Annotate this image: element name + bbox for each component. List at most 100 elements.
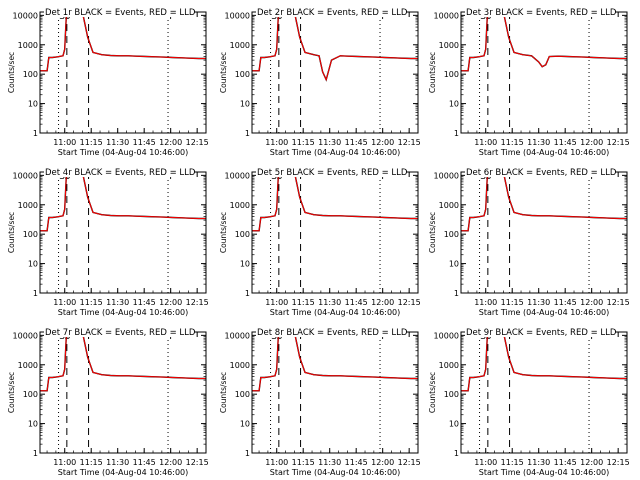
lld-series-line <box>252 171 418 232</box>
x-tick-label: 11:30 <box>318 458 341 467</box>
y-axis-label: Counts/sec <box>428 372 437 413</box>
chart-title: Det 4r BLACK = Events, RED = LLD <box>45 168 196 178</box>
x-tick-label: 12:15 <box>398 138 421 147</box>
x-tick-label: 12:15 <box>186 138 209 147</box>
x-axis-label: Start Time (04-Aug-04 10:46:00) <box>58 308 189 317</box>
y-tick-label: 1000 <box>230 201 250 210</box>
x-tick-label: 12:00 <box>580 138 603 147</box>
y-tick-label: 1 <box>33 289 38 298</box>
x-tick-label: 11:15 <box>501 458 524 467</box>
y-tick-label: 10 <box>449 100 459 109</box>
y-tick-label: 10 <box>240 260 250 269</box>
x-axis-label: Start Time (04-Aug-04 10:46:00) <box>270 308 401 317</box>
title-background <box>465 166 615 177</box>
y-tick-label: 1 <box>454 129 459 138</box>
chart-title: Det 7r BLACK = Events, RED = LLD <box>45 328 196 338</box>
x-tick-label: 11:00 <box>265 298 288 307</box>
chart-title: Det 8r BLACK = Events, RED = LLD <box>257 328 408 338</box>
detector-panel-4: SST11010010001000011:0011:1511:3011:4512… <box>7 166 209 317</box>
y-tick-label: 10 <box>28 420 38 429</box>
y-tick-label: 10000 <box>434 331 459 340</box>
title-background <box>44 326 194 337</box>
x-tick-label: 11:15 <box>80 138 103 147</box>
plot-frame <box>460 171 628 294</box>
lld-series-line <box>40 171 206 232</box>
y-tick-label: 100 <box>23 230 38 239</box>
y-tick-label: 100 <box>444 70 459 79</box>
y-tick-label: 100 <box>444 230 459 239</box>
chart-title: Det 9r BLACK = Events, RED = LLD <box>466 328 617 338</box>
x-tick-label: 11:45 <box>133 458 156 467</box>
x-tick-label: 11:00 <box>474 458 497 467</box>
y-tick-label: 100 <box>23 390 38 399</box>
y-tick-label: 1000 <box>230 361 250 370</box>
x-tick-label: 11:15 <box>80 298 103 307</box>
x-tick-label: 11:45 <box>554 138 577 147</box>
y-tick-label: 1000 <box>230 41 250 50</box>
x-tick-label: 11:15 <box>501 138 524 147</box>
lld-series-line <box>252 11 418 82</box>
x-tick-label: 11:45 <box>133 138 156 147</box>
x-axis-label: Start Time (04-Aug-04 10:46:00) <box>58 148 189 157</box>
lld-series-line <box>40 11 206 72</box>
y-tick-label: 1 <box>454 289 459 298</box>
title-background <box>465 6 615 17</box>
x-axis-label: Start Time (04-Aug-04 10:46:00) <box>479 148 610 157</box>
x-tick-label: 11:30 <box>527 138 550 147</box>
y-axis-label: Counts/sec <box>219 212 228 253</box>
x-tick-label: 11:45 <box>133 298 156 307</box>
chart-title: Det 6r BLACK = Events, RED = LLD <box>466 168 617 178</box>
x-tick-label: 12:00 <box>159 298 182 307</box>
lld-series-line <box>40 331 206 392</box>
lld-series-line <box>252 331 418 392</box>
x-tick-label: 11:15 <box>292 298 315 307</box>
y-tick-label: 1000 <box>439 41 459 50</box>
x-tick-label: 11:15 <box>501 298 524 307</box>
x-tick-label: 12:00 <box>580 458 603 467</box>
x-tick-label: 11:30 <box>106 298 129 307</box>
y-axis-label: Counts/sec <box>7 52 16 93</box>
y-tick-label: 10 <box>28 260 38 269</box>
plot-frame <box>460 331 628 454</box>
y-tick-label: 1000 <box>18 361 38 370</box>
y-axis-label: Counts/sec <box>219 52 228 93</box>
y-tick-label: 10 <box>240 100 250 109</box>
x-axis-label: Start Time (04-Aug-04 10:46:00) <box>270 468 401 477</box>
x-axis-label: Start Time (04-Aug-04 10:46:00) <box>479 468 610 477</box>
y-tick-label: 10000 <box>13 331 38 340</box>
plot-frame <box>251 171 419 294</box>
x-tick-label: 11:00 <box>474 138 497 147</box>
y-tick-label: 1000 <box>18 201 38 210</box>
x-tick-label: 11:30 <box>106 458 129 467</box>
x-tick-label: 11:30 <box>318 298 341 307</box>
plot-frame <box>460 11 628 134</box>
x-tick-label: 11:45 <box>345 458 368 467</box>
plot-frame <box>251 331 419 454</box>
y-tick-label: 1000 <box>439 361 459 370</box>
x-tick-label: 12:15 <box>607 458 630 467</box>
detector-panel-8: SST11010010001000011:0011:1511:3011:4512… <box>219 326 421 477</box>
lld-series-line <box>461 11 627 72</box>
title-background <box>44 166 194 177</box>
x-tick-label: 11:00 <box>265 138 288 147</box>
x-tick-label: 11:00 <box>265 458 288 467</box>
x-tick-label: 12:00 <box>371 458 394 467</box>
x-tick-label: 11:45 <box>554 298 577 307</box>
detector-panel-7: SST11010010001000011:0011:1511:3011:4512… <box>7 326 209 477</box>
x-tick-label: 11:45 <box>345 298 368 307</box>
x-tick-label: 11:00 <box>53 298 76 307</box>
y-tick-label: 10000 <box>13 11 38 20</box>
x-tick-label: 11:00 <box>474 298 497 307</box>
x-tick-label: 11:15 <box>292 138 315 147</box>
x-axis-label: Start Time (04-Aug-04 10:46:00) <box>58 468 189 477</box>
y-axis-label: Counts/sec <box>219 372 228 413</box>
x-tick-label: 12:15 <box>186 298 209 307</box>
plot-frame <box>39 171 207 294</box>
chart-title: Det 1r BLACK = Events, RED = LLD <box>45 8 196 18</box>
plot-frame <box>251 11 419 134</box>
title-background <box>465 326 615 337</box>
x-tick-label: 11:30 <box>106 138 129 147</box>
x-tick-label: 12:15 <box>186 458 209 467</box>
x-tick-label: 12:15 <box>398 298 421 307</box>
chart-title: Det 2r BLACK = Events, RED = LLD <box>257 8 408 18</box>
